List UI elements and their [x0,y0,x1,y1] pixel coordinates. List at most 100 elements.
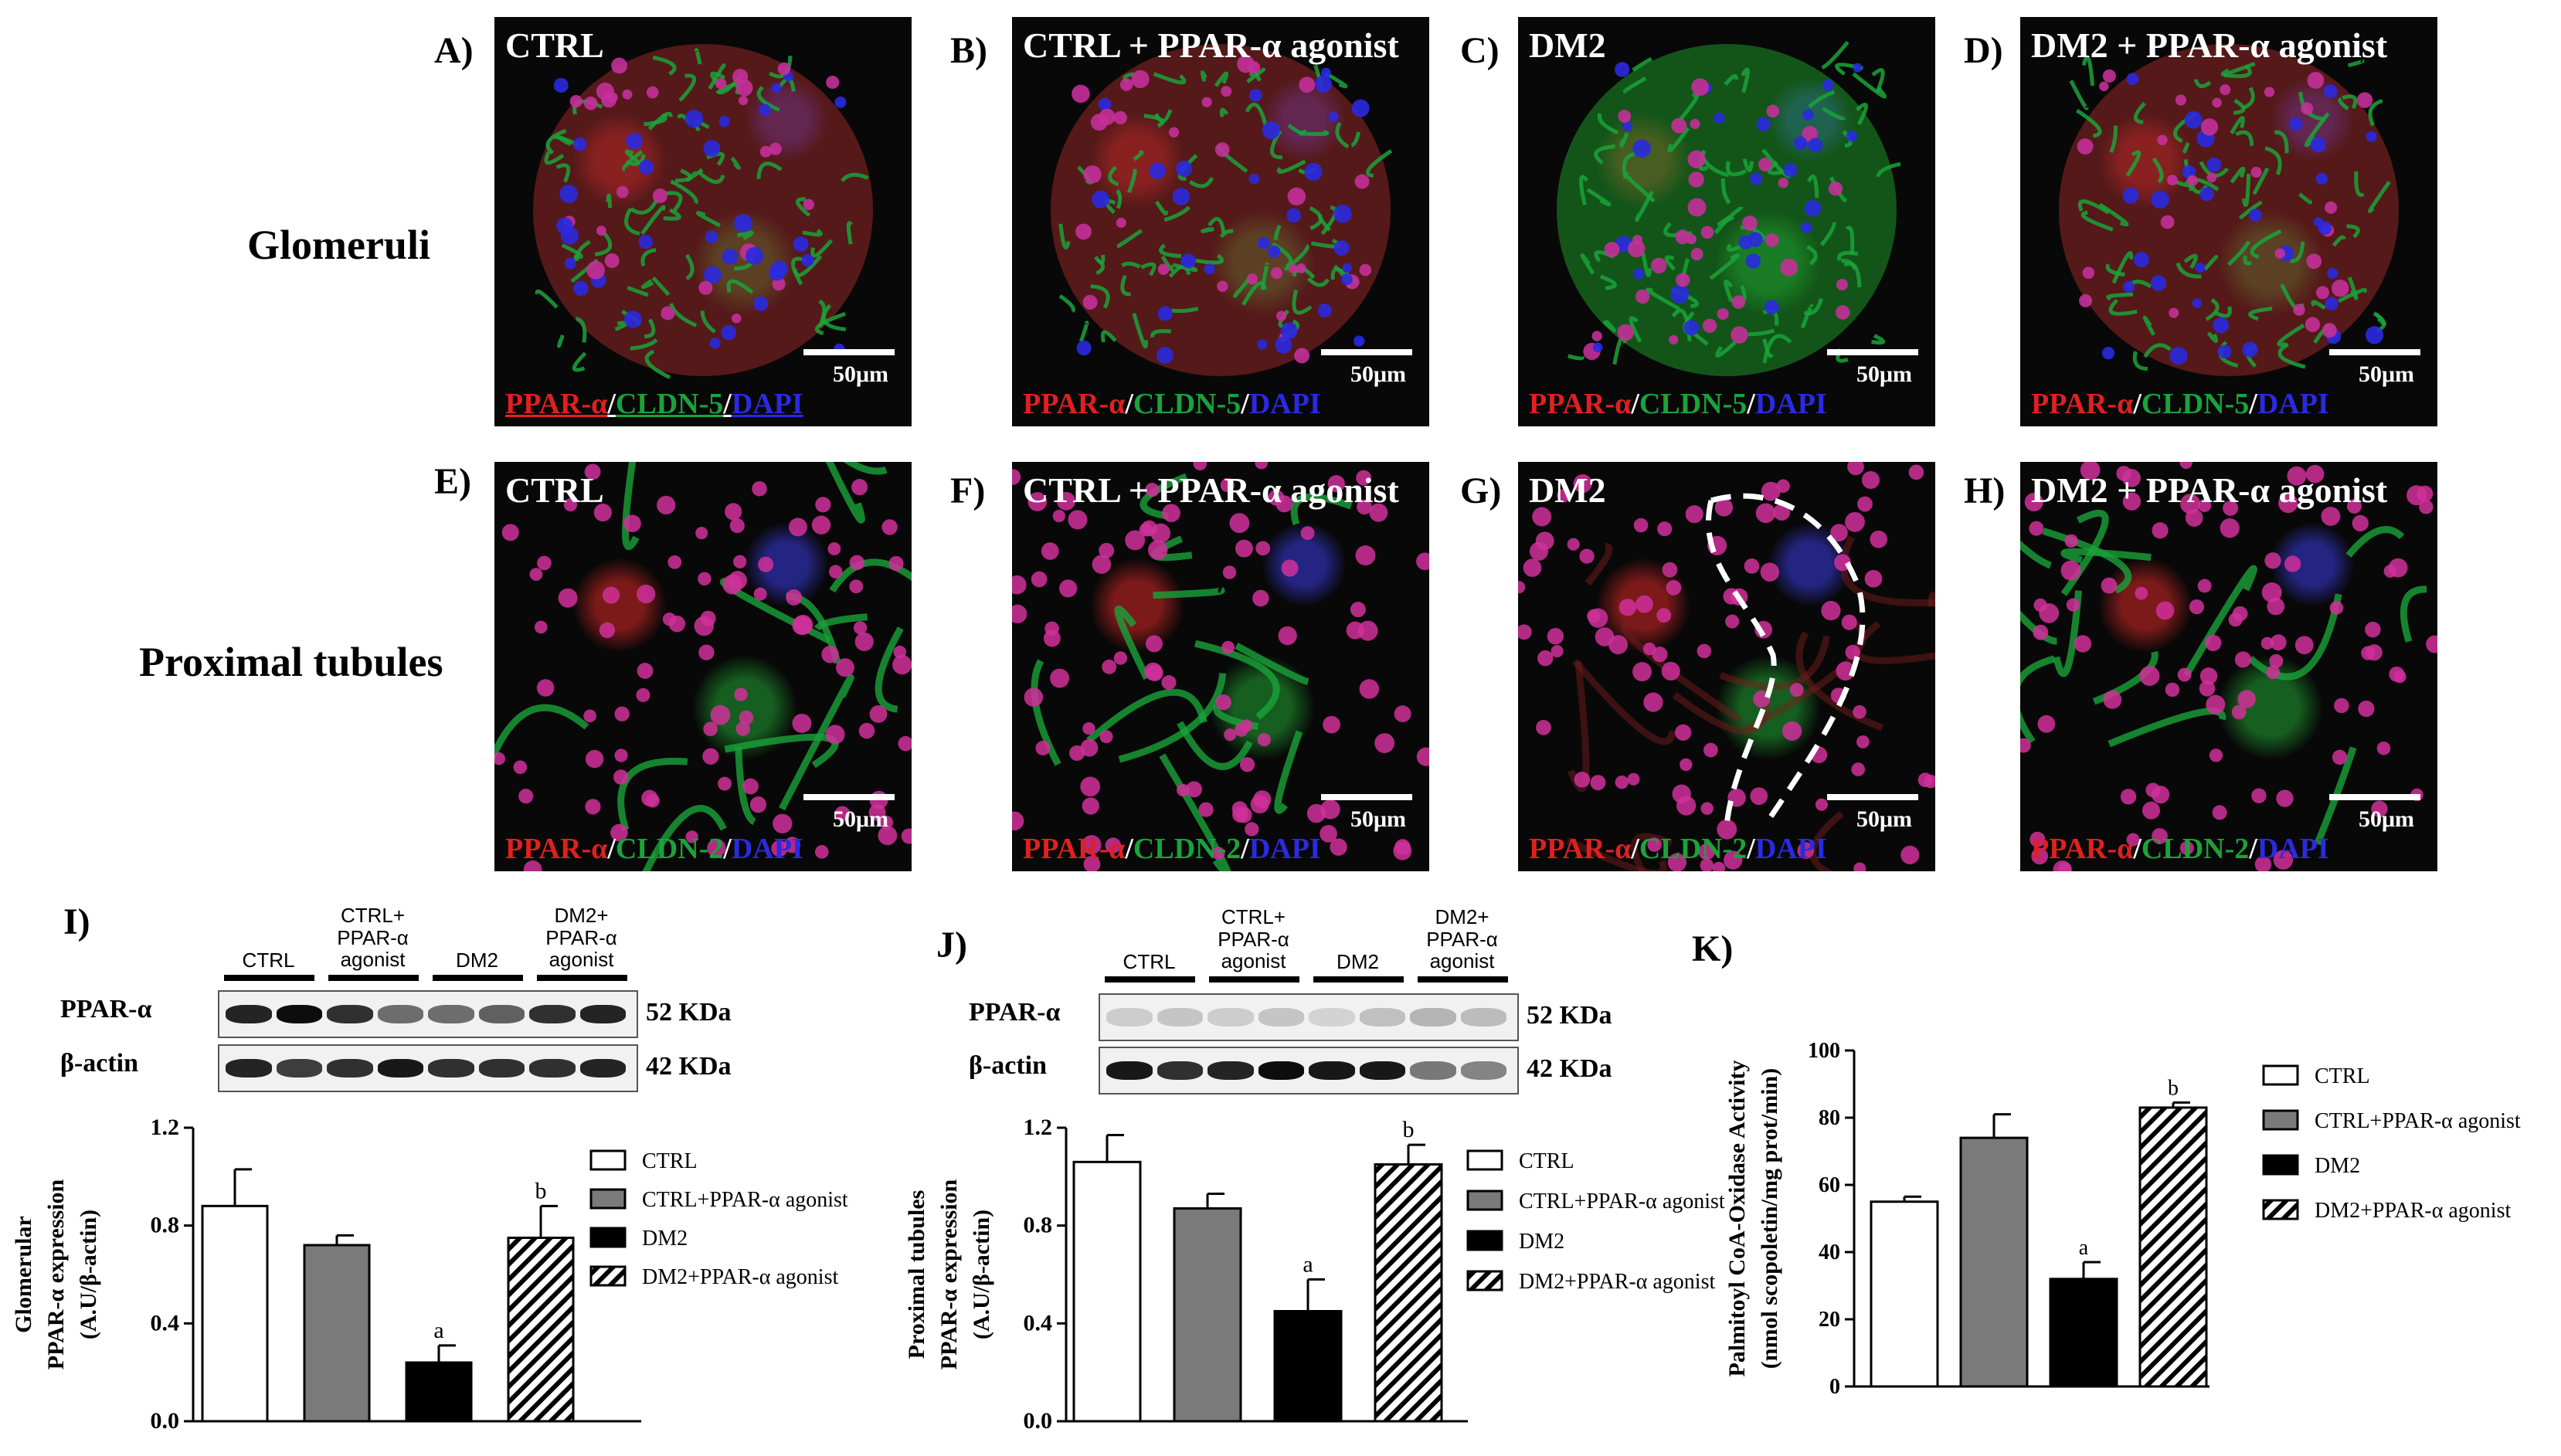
scale-bar [803,349,895,355]
legend-swatch [589,1188,627,1210]
bar-1 [1870,1200,1939,1388]
scale-bar-label: 50μm [1856,806,1912,832]
stain-legend: PPAR-α/CLDN-2/DAPI [1023,833,1321,865]
blot-group-bar [224,975,314,981]
micrograph-title: CTRL [505,470,604,510]
stain-legend: PPAR-α/CLDN-2/DAPI [505,833,803,865]
blot-row-label: PPAR-α [60,995,152,1023]
legend-swatch [589,1149,627,1171]
blot-group-label: CTRL+ PPAR-α agonist [1218,905,1289,973]
legend-swatch [1466,1149,1503,1171]
blot-group-bar [1105,976,1195,983]
micrograph-f: CTRL + PPAR-α agonist 50μm PPAR-α/CLDN-2/D… [1012,462,1429,871]
y-axis-label: (nmol scopoletin/mg prot/min) [1757,1068,1782,1369]
blot-strip [1099,1047,1519,1095]
legend-label: DM2 [642,1227,688,1251]
y-axis-label: Proximal tubules [904,1190,929,1359]
panel-label-f: F) [950,470,986,511]
scale-bar [1321,349,1412,355]
blot-kda-label: 42 KDa [646,1052,732,1081]
stain-legend: PPAR-α/CLDN-2/DAPI [1529,833,1827,865]
significance-label: a [433,1318,443,1343]
y-tick-label: 100 [1808,1039,1840,1063]
legend-swatch [1466,1270,1503,1291]
scale-bar [1827,794,1918,800]
tubule-outline [1705,493,1866,826]
stain-legend: PPAR-α/CLDN-5/DAPI [2031,388,2329,420]
legend-swatch [2262,1154,2299,1176]
y-tick-label: 40 [1819,1240,1840,1264]
y-tick-label: 0.8 [151,1213,180,1238]
blot-group-bar [328,975,419,981]
legend-swatch [2262,1064,2299,1086]
micrograph-e: CTRL 50μm PPAR-α/CLDN-2/DAPI [494,462,912,871]
micrograph-b: CTRL + PPAR-α agonist 50μm PPAR-α/CLDN-5/D… [1012,17,1429,426]
legend-label: CTRL+PPAR-α agonist [2315,1109,2521,1133]
micrograph-d: DM2 + PPAR-α agonist 50μm PPAR-α/CLDN-5/DA… [2020,17,2437,426]
y-axis-label: (A.U/β-actin) [76,1210,101,1339]
scale-bar-label: 50μm [833,806,888,832]
y-tick-label: 0.4 [151,1310,180,1336]
blot-group-bar [1418,976,1508,983]
scale-bar-label: 50μm [833,361,888,387]
legend-swatch [589,1227,627,1248]
stain-legend: PPAR-α/CLDN-2/DAPI [2031,833,2329,865]
panel-label-d: D) [1964,30,2003,71]
bar-1 [1072,1160,1142,1423]
blot-group-bar [1209,976,1299,983]
legend-swatch [2262,1109,2299,1131]
panel-label-e: E) [434,461,471,502]
legend-label: CTRL+PPAR-α agonist [642,1188,848,1212]
micrograph-g: DM2 50μm PPAR-α/CLDN-2/DAPI [1518,462,1935,871]
y-tick-label: 60 [1819,1173,1840,1197]
blot-group-label: DM2 [1337,950,1379,973]
scale-bar [1321,794,1412,800]
legend-label: DM2+PPAR-α agonist [1519,1270,1715,1294]
y-axis-label: PPAR-α expression [43,1179,69,1369]
row-label-glomeruli: Glomeruli [247,222,430,268]
panel-label-h: H) [1964,470,2006,511]
micrograph-title: DM2 + PPAR-α agonist [2031,25,2388,65]
micrograph-title: DM2 [1529,470,1606,510]
panel-label-a: A) [434,30,474,71]
panel-label-i: I) [63,901,90,942]
bar-1 [201,1204,269,1423]
y-axis-label: Glomerular [11,1216,36,1333]
micrograph-a: CTRL 50μm PPAR-α/CLDN-5/DAPI [494,17,912,426]
y-tick-label: 0.0 [1024,1408,1053,1434]
bar-4 [507,1237,575,1423]
bar-3 [2049,1278,2118,1388]
y-tick-label: 1.2 [151,1115,180,1140]
significance-label: b [2168,1076,2179,1100]
stain-legend: PPAR-α/CLDN-5/DAPI [1023,388,1321,420]
scale-bar [2329,794,2420,800]
blot-group-label: DM2+ PPAR-α agonist [545,904,617,972]
row-label-proximal-tubules: Proximal tubules [139,639,443,685]
legend-swatch [1466,1230,1503,1251]
scale-bar-label: 50μm [1350,806,1406,832]
glomerulus-shape [533,44,873,376]
legend-label: CTRL [2315,1064,2370,1088]
y-tick-label: 1.2 [1024,1115,1053,1140]
micrograph-title: CTRL + PPAR-α agonist [1023,470,1399,510]
stain-legend: PPAR-α/CLDN-5/DAPI [505,388,803,420]
legend-label: DM2+PPAR-α agonist [2315,1199,2511,1223]
legend-label: CTRL+PPAR-α agonist [1519,1190,1725,1213]
scale-bar [803,794,895,800]
micrograph-title: CTRL + PPAR-α agonist [1023,25,1399,65]
legend-swatch [2262,1199,2299,1220]
y-tick-label: 0.8 [1024,1213,1053,1238]
micrograph-title: CTRL [505,25,604,65]
significance-label: a [1303,1251,1313,1277]
significance-label: b [535,1178,547,1203]
blot-group-bar [1313,976,1404,983]
blot-strip [218,1044,638,1092]
bar-4 [2138,1106,2208,1388]
legend-label: DM2+PPAR-α agonist [642,1265,838,1289]
blot-group-label: DM2 [456,949,498,972]
bar-3 [1273,1310,1343,1423]
blot-group-label: DM2+ PPAR-α agonist [1426,905,1498,973]
blot-strip [218,990,638,1038]
y-tick-label: 80 [1819,1106,1840,1130]
scale-bar [1827,349,1918,355]
